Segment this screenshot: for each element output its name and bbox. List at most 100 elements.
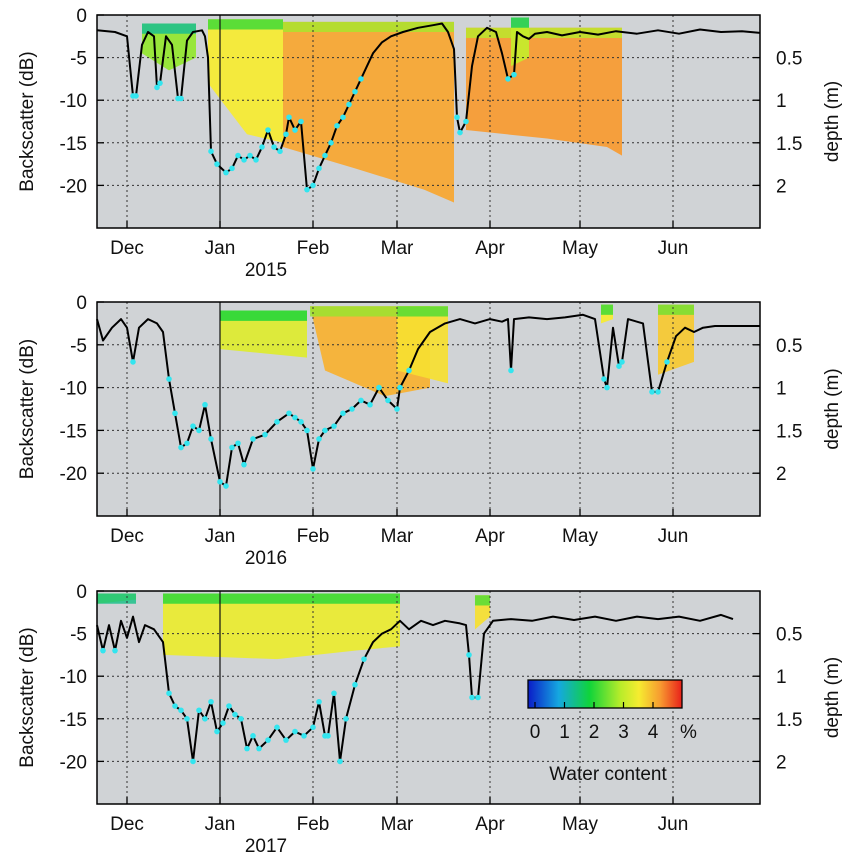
y-tick-label: -5 [70,336,87,357]
data-point [250,733,256,739]
data-point [322,427,328,434]
data-point [304,427,310,434]
cyan-markers-layer [100,647,481,765]
data-point [277,148,283,155]
data-point [343,716,349,722]
panel-2015: 0 -5 -10 -15 -20 0.5 1 1.5 2 Dec Jan Feb Mar Apr May Ju… [17,6,843,281]
plot-frame [96,590,761,805]
data-point [202,401,208,408]
data-point [184,716,190,722]
data-point [202,716,208,722]
data-point [247,152,253,159]
plot-frame [96,14,761,229]
data-point [259,144,265,150]
data-point [346,101,352,108]
y-tick-label: -10 [60,91,87,112]
data-point [214,161,220,167]
water-content-region [163,593,400,660]
y-tick-label: 0 [76,582,87,603]
data-point [310,724,316,731]
data-point [133,93,139,99]
data-point [253,157,259,163]
y-tick-label: -5 [70,49,87,70]
data-point [316,698,322,705]
data-point [367,401,373,408]
data-point [208,698,214,705]
water-content-fringe [601,304,613,315]
colorbar-tick-label: 3 [618,722,629,743]
colorbar-gradient [527,679,683,709]
data-point [241,157,247,163]
data-point [649,389,655,395]
data-point [262,431,268,438]
y2-tick-label: 1.5 [776,421,802,442]
data-point [172,410,178,417]
data-point [223,169,229,176]
data-point [616,363,622,370]
x-tick-label: Dec [110,814,144,835]
data-point [331,690,337,697]
x-tick-label: May [562,526,598,547]
data-point [250,436,256,442]
data-point [601,376,607,382]
y2-tick-label: 1.5 [776,710,802,731]
data-point [463,118,469,125]
data-point [112,647,118,654]
data-point [454,114,460,121]
data-point [310,466,316,472]
data-point [457,129,463,136]
data-point [220,720,226,726]
x-tick-label: May [562,814,598,835]
data-point [283,737,289,743]
data-point [292,728,298,735]
y-tick-label: -5 [70,625,87,646]
data-point [238,716,244,722]
y2-tick-label: 1.5 [776,134,802,155]
y-axis-title: Backscatter (dB) [17,339,38,479]
data-point [352,681,358,688]
data-point [469,694,475,701]
water-content-layer [220,304,694,397]
water-content-fringe [658,304,694,315]
data-point [322,152,328,159]
axes: 0 -5 -10 -15 -20 0.5 1 1.5 2 Dec Jan Feb Mar Apr May Ju… [60,582,803,835]
data-point [508,367,514,374]
cyan-markers-layer [130,71,517,193]
panel-2017: 0 -5 -10 -15 -20 0.5 1 1.5 2 Dec Jan Feb Mar Apr May Ju… [17,582,843,857]
data-point [655,389,661,395]
data-point [214,728,220,735]
water-content-region [658,304,694,375]
data-point [328,140,334,146]
colorbar-tick-label: 4 [648,722,659,743]
x-tick-label: Jan [205,526,236,547]
data-point [217,478,223,485]
data-point [229,444,235,451]
water-content-fringe [163,593,400,604]
water-content-region [208,19,283,143]
year-label: 2016 [245,548,287,569]
data-point [154,84,160,91]
x-tick-label: Apr [475,814,505,835]
plot-frame [96,301,761,517]
y2-axis-title: depth (m) [822,657,843,738]
data-point [178,444,184,451]
data-point [166,376,172,382]
y2-tick-label: 0.5 [776,625,802,646]
data-point [292,127,298,133]
colorbar-tick-label: % [680,722,697,743]
data-point [286,114,292,121]
axes: 0 -5 -10 -15 -20 0.5 1 1.5 2 Dec Jan Feb Mar Apr May Ju… [60,293,803,547]
data-point [664,359,670,365]
data-point [298,419,304,425]
data-point [286,410,292,417]
data-point [619,359,625,365]
data-point [229,165,235,172]
water-content-fringe [142,23,196,34]
data-point [292,414,298,421]
colorbar-tick-label: 1 [559,722,570,743]
y-tick-label: -15 [60,421,87,442]
water-content-fringe [475,595,490,606]
data-point [130,359,136,365]
data-point [325,733,331,739]
year-label: 2017 [245,836,287,857]
